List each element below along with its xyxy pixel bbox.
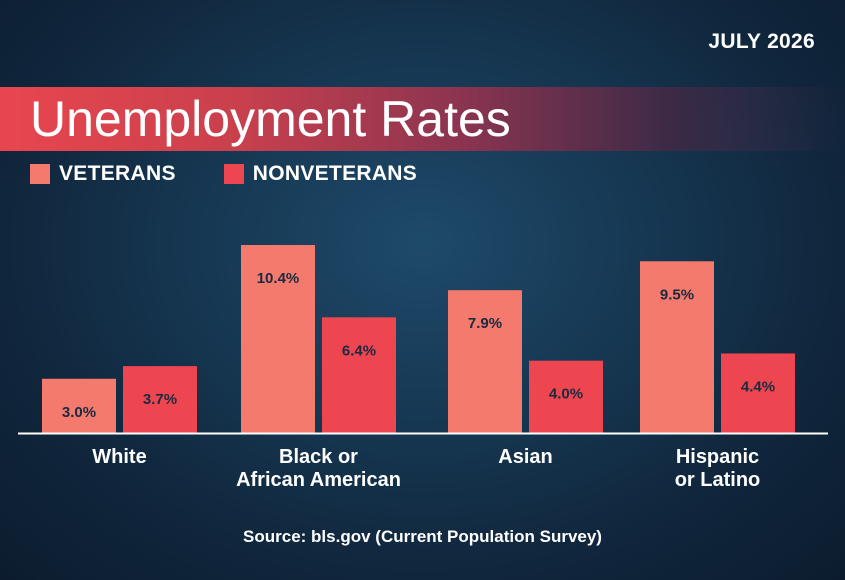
bar-veterans-0	[42, 378, 116, 433]
bar-nonveterans-3	[721, 353, 795, 433]
legend-item-nonveterans: NONVETERANS	[223, 162, 418, 186]
bar-value-label: 4.4%	[741, 378, 775, 395]
date-label: JULY 2026	[708, 30, 815, 53]
bar-value-label: 6.4%	[342, 342, 376, 359]
source-note: Source: bls.gov (Current Population Surv…	[243, 527, 602, 546]
bar-nonveterans-1	[322, 317, 396, 433]
category-label: White	[92, 446, 146, 468]
chart-title: Unemployment Rates	[30, 91, 511, 147]
legend-item-veterans: VETERANS	[30, 162, 176, 186]
legend: VETERANS NONVETERANS	[30, 162, 465, 186]
bar-value-label: 9.5%	[660, 286, 694, 303]
bar-veterans-1	[241, 245, 315, 433]
bar-value-label: 10.4%	[257, 270, 300, 287]
legend-swatch-nonveterans	[223, 164, 244, 184]
bar-value-label: 3.7%	[143, 391, 177, 408]
category-label: Black or African American	[236, 446, 401, 491]
title-band	[0, 87, 845, 151]
bar-veterans-2	[448, 290, 522, 433]
category-label: Hispanic or Latino	[675, 446, 761, 491]
category-label: Asian	[498, 446, 552, 468]
legend-label-veterans: VETERANS	[59, 162, 176, 185]
bar-veterans-3	[640, 261, 714, 433]
bar-value-label: 7.9%	[468, 315, 502, 332]
legend-label-nonveterans: NONVETERANS	[252, 162, 418, 185]
bar-value-label: 3.0%	[62, 404, 96, 421]
bar-nonveterans-0	[123, 366, 197, 433]
bar-value-label: 4.0%	[549, 386, 583, 403]
bar-nonveterans-2	[529, 360, 603, 433]
legend-swatch-veterans	[30, 164, 50, 184]
